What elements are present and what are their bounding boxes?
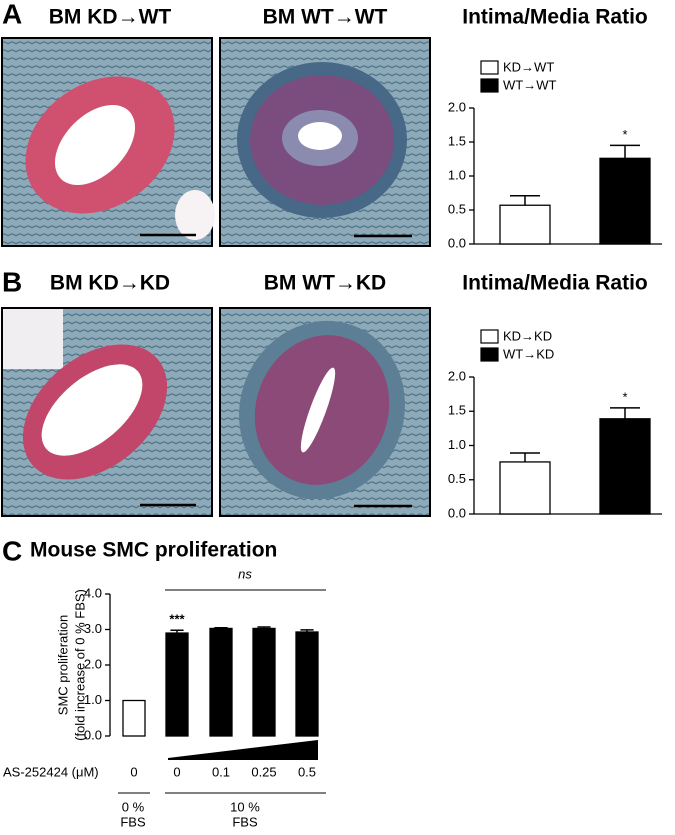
y-axis-label: (fold increase of 0 % FBS) — [72, 589, 87, 741]
bar — [599, 418, 651, 515]
x-tick-label: 0.25 — [251, 764, 276, 779]
error-bar — [510, 194, 540, 206]
panel-letter: C — [2, 535, 22, 566]
bar — [209, 627, 233, 737]
y-axis-label: SMC proliferation — [55, 615, 70, 715]
y-tick-label: 1.5 — [448, 133, 466, 148]
y-tick-label: 3.0 — [84, 621, 102, 636]
significance-label: * — [622, 127, 627, 142]
legend-swatch — [480, 347, 499, 362]
bar — [295, 631, 319, 737]
group-label: 0 % — [122, 799, 145, 814]
error-bar — [610, 144, 640, 159]
significance-label: * — [622, 389, 627, 404]
micrograph — [1, 307, 213, 517]
micrograph — [219, 37, 431, 247]
chart-title: Mouse SMC proliferation — [30, 539, 277, 562]
image-title: BM KD→KD — [50, 272, 170, 295]
error-bar — [510, 452, 540, 462]
group-label: FBS — [232, 814, 258, 829]
bar — [122, 699, 146, 737]
bar — [499, 461, 551, 515]
panel-letter: A — [2, 0, 22, 29]
legend-label: KD→WT — [503, 59, 554, 74]
bar — [165, 632, 189, 737]
x-tick-label: 0 — [130, 764, 137, 779]
error-bar — [610, 407, 640, 419]
y-tick-label: 1.0 — [84, 692, 102, 707]
y-tick-label: 0.0 — [448, 235, 466, 250]
x-tick-label: 0.5 — [298, 764, 316, 779]
x-axis-label: AS-252424 (μM) — [3, 764, 99, 779]
image-title: BM WT→KD — [264, 272, 386, 295]
y-tick-label: 1.5 — [448, 403, 466, 418]
image-title: BM WT→WT — [263, 6, 388, 29]
y-tick-label: 4.0 — [84, 585, 102, 600]
legend-swatch — [480, 78, 499, 93]
micrograph — [1, 37, 215, 247]
image-title: BM KD→WT — [49, 6, 172, 29]
legend-label: WT→KD — [503, 346, 554, 361]
chart-title: Intima/Media Ratio — [462, 272, 648, 295]
x-tick-label: 0 — [173, 764, 180, 779]
bar — [599, 157, 651, 245]
y-tick-label: 0.5 — [448, 471, 466, 486]
y-tick-label: 1.0 — [448, 437, 466, 452]
micrograph — [219, 307, 431, 517]
significance-label: *** — [169, 612, 185, 627]
y-tick-label: 0.0 — [84, 727, 102, 742]
y-tick-label: 0.5 — [448, 201, 466, 216]
legend-swatch — [480, 60, 499, 75]
concentration-wedge — [168, 740, 318, 760]
bar — [499, 204, 551, 245]
panel-letter: B — [2, 266, 22, 297]
group-label: 10 % — [230, 799, 260, 814]
y-tick-label: 2.0 — [448, 99, 466, 114]
y-tick-label: 2.0 — [84, 656, 102, 671]
legend-swatch — [480, 329, 499, 344]
bar — [252, 627, 276, 737]
group-label: FBS — [120, 814, 146, 829]
ns-label: ns — [238, 566, 252, 581]
y-tick-label: 2.0 — [448, 368, 466, 383]
x-tick-label: 0.1 — [212, 764, 230, 779]
y-tick-label: 1.0 — [448, 167, 466, 182]
legend-label: WT→WT — [503, 77, 556, 92]
y-tick-label: 0.0 — [448, 505, 466, 520]
chart-title: Intima/Media Ratio — [462, 6, 648, 29]
legend-label: KD→KD — [503, 328, 552, 343]
